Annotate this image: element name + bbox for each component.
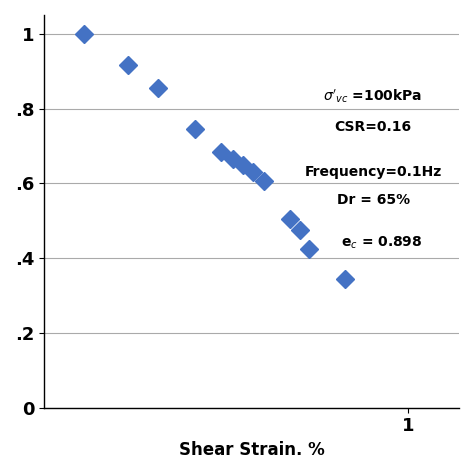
Text: Frequency=0.1Hz: Frequency=0.1Hz [304,165,442,179]
Text: $\sigma'_{vc}$ =100kPa: $\sigma'_{vc}$ =100kPa [323,88,423,105]
X-axis label: Shear Strain. %: Shear Strain. % [179,441,325,459]
Text: CSR=0.16: CSR=0.16 [335,120,411,134]
Text: Dr = 65%: Dr = 65% [337,193,410,207]
Text: e$_c$ = 0.898: e$_c$ = 0.898 [341,235,423,251]
